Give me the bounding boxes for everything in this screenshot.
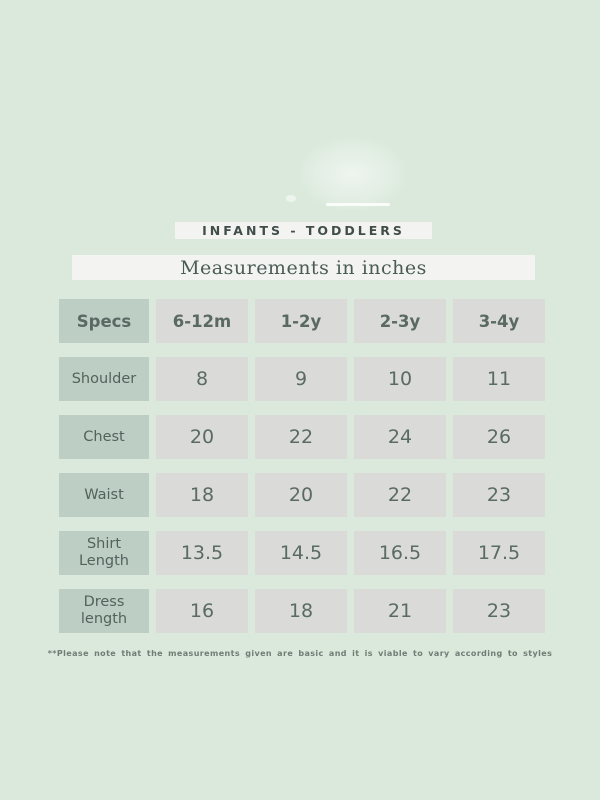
column-header-1-2y: 1-2y [255,299,347,343]
table-cell: 21 [354,589,446,633]
table-cell: 24 [354,415,446,459]
faded-watermark-blob [300,138,405,210]
row-label-shoulder: Shoulder [59,357,149,401]
table-cell: 8 [156,357,248,401]
table-cell: 10 [354,357,446,401]
table-cell: 18 [255,589,347,633]
table-cell: 23 [453,589,545,633]
row-label-chest: Chest [59,415,149,459]
column-header-specs: Specs [59,299,149,343]
table-cell: 14.5 [255,531,347,575]
row-label-waist: Waist [59,473,149,517]
category-title: INFANTS - TODDLERS [202,223,405,238]
table-cell: 17.5 [453,531,545,575]
table-cell: 13.5 [156,531,248,575]
column-header-6-12m: 6-12m [156,299,248,343]
subtitle-bar: Measurements in inches [72,255,535,280]
table-cell: 16.5 [354,531,446,575]
size-table: Specs 6-12m 1-2y 2-3y 3-4y Shoulder 8 9 … [59,299,545,633]
table-cell: 20 [156,415,248,459]
table-cell: 18 [156,473,248,517]
column-header-3-4y: 3-4y [453,299,545,343]
table-cell: 23 [453,473,545,517]
table-cell: 16 [156,589,248,633]
table-cell: 9 [255,357,347,401]
row-label-shirt-length: Shirt Length [59,531,149,575]
faded-watermark-line [326,203,390,206]
table-cell: 26 [453,415,545,459]
footnote: **Please note that the measurements give… [47,648,553,658]
category-title-bar: INFANTS - TODDLERS [175,222,432,239]
row-label-dress-length: Dress length [59,589,149,633]
column-header-2-3y: 2-3y [354,299,446,343]
table-cell: 20 [255,473,347,517]
table-cell: 22 [354,473,446,517]
table-cell: 22 [255,415,347,459]
faded-watermark-dot [286,195,296,202]
subtitle: Measurements in inches [180,256,427,279]
table-cell: 11 [453,357,545,401]
